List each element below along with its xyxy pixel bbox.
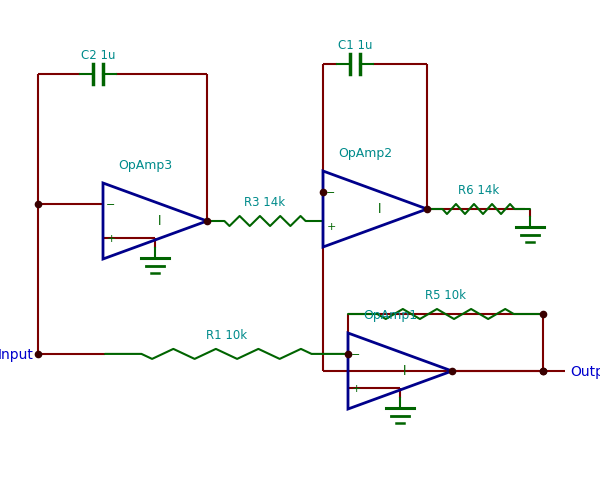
Text: l: l bbox=[158, 215, 162, 228]
Text: −: − bbox=[352, 349, 361, 359]
Text: Input: Input bbox=[0, 347, 33, 361]
Text: −: − bbox=[106, 200, 116, 209]
Text: OpAmp1: OpAmp1 bbox=[363, 308, 417, 321]
Text: C2 1u: C2 1u bbox=[81, 49, 115, 62]
Text: R5 10k: R5 10k bbox=[425, 288, 466, 301]
Text: R6 14k: R6 14k bbox=[458, 184, 499, 197]
Text: l: l bbox=[403, 365, 407, 378]
Text: R1 10k: R1 10k bbox=[206, 328, 247, 341]
Text: OpAmp3: OpAmp3 bbox=[118, 159, 172, 172]
Text: +: + bbox=[326, 222, 335, 232]
Text: −: − bbox=[326, 188, 335, 197]
Text: Output: Output bbox=[570, 364, 600, 378]
Text: OpAmp2: OpAmp2 bbox=[338, 147, 392, 160]
Text: l: l bbox=[378, 203, 382, 216]
Text: +: + bbox=[352, 384, 361, 393]
Text: +: + bbox=[106, 234, 116, 243]
Text: R3 14k: R3 14k bbox=[244, 195, 286, 209]
Text: C1 1u: C1 1u bbox=[338, 39, 372, 52]
